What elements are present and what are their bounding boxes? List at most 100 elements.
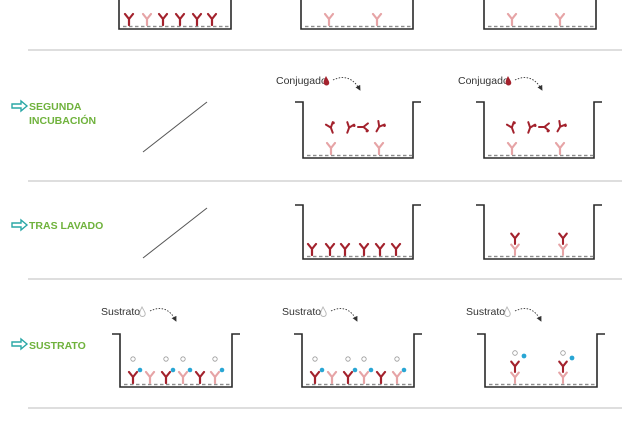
antibody-icon [144,370,156,385]
antibody-shape [375,370,387,385]
product-dot-icon [521,353,527,359]
substrate-bubble-icon [130,356,136,362]
microplate-well [295,101,421,159]
substrate-bubble-icon [163,356,169,362]
capture-antibody-icon [510,371,520,385]
enzyme-mark [352,124,356,128]
antibody-shape [357,122,369,132]
antibody-shape [510,360,520,374]
free-conjugate-icon [357,122,369,133]
antibody-shape [556,119,567,133]
reagent-sustrato-1: Sustrato [101,305,177,322]
antibody-icon [127,370,139,385]
antibody-icon [206,12,218,27]
antibody-icon [194,370,206,385]
antibody-shape [209,370,221,385]
reagent-sustrato-2: Sustrato [282,305,358,322]
antibody-shape [358,242,370,257]
antibody-shape [527,121,537,134]
antibody-icon [390,242,402,257]
well-outline [295,101,421,159]
antibody-shape [206,12,218,27]
well-outline [112,333,240,388]
wells-layer [112,0,605,388]
product-dot-icon [368,367,374,373]
reagent-label: Conjugado [276,75,327,87]
curved-arrow-icon [149,308,177,322]
antibody-shape [174,12,186,27]
free-conjugate-icon [375,119,386,133]
conjugate-antibody-icon [510,360,520,374]
antibody-icon [371,12,383,27]
microplate-well [476,204,602,260]
product-dot-icon [319,367,325,373]
substrate-bubble-icon [312,356,318,362]
antibody-shape [558,232,568,246]
free-conjugate-icon [556,119,567,133]
antibody-shape [558,360,568,374]
free-conjugate-icon [527,121,537,134]
step-sustrato: SUSTRATO [11,337,86,352]
antibody-icon [554,141,566,156]
antibody-icon [325,141,337,156]
antibody-shape [326,370,338,385]
step-tras-lavado: TRAS LAVADO [11,218,103,232]
well-outline [294,333,422,388]
reagent-conjugado-2: Conjugado [458,75,543,91]
antibody-shape [323,12,335,27]
microplate-well [477,333,605,388]
not-applicable-slash [142,101,208,153]
conjugate-antibody-icon [558,232,568,246]
antibody-icon [323,12,335,27]
microplate-well [294,333,422,388]
antibody-icon [191,12,203,27]
antibody-shape [558,243,568,257]
antibody-shape [538,122,550,132]
conjugate-antibody-icon [324,121,334,134]
microplate-well [118,0,232,30]
antibody-icon [326,370,338,385]
well-outline [295,204,421,260]
antibody-shape [510,243,520,257]
antibody-shape [324,121,334,134]
substrate-bubble-icon [512,350,518,356]
curved-arrow-icon [330,308,358,322]
curved-arrow-icon [514,77,543,91]
antibody-shape [339,242,351,257]
step-label: TRAS LAVADO [29,220,103,232]
antibody-shape [157,12,169,27]
antibody-shape [358,370,370,385]
antibody-shape [324,242,336,257]
step-label-line2: INCUBACIÓN [29,114,96,127]
substrate-drop-icon [320,305,327,317]
microplate-well [295,204,421,260]
antibody-shape [390,242,402,257]
antibody-shape [506,12,518,27]
conjugate-antibody-icon [375,119,386,133]
antibody-shape [342,370,354,385]
conjugate-antibody-icon [556,119,567,133]
substrate-bubble-icon [345,356,351,362]
reagent-conjugado-1: Conjugado [276,75,361,91]
antibody-shape [506,141,518,156]
capture-antibody-icon [558,371,568,385]
free-conjugate-icon [538,122,550,133]
product-dot-icon [352,367,358,373]
substrate-bubble-icon [560,350,566,356]
antibody-shape [127,370,139,385]
substrate-drop-icon [139,305,146,317]
product-dot-icon [137,367,143,373]
capture-antibody-icon [558,243,568,257]
microplate-well [112,333,240,388]
antibody-icon [209,370,221,385]
enzyme-mark [533,124,537,128]
free-conjugate-icon [505,121,516,134]
step-label: SUSTRATO [29,340,86,352]
reagent-label: Conjugado [458,75,509,87]
antibody-icon [141,12,153,27]
antibody-shape [123,12,135,27]
microplate-well [300,0,414,30]
antibody-shape [306,242,318,257]
well-outline [477,333,605,388]
